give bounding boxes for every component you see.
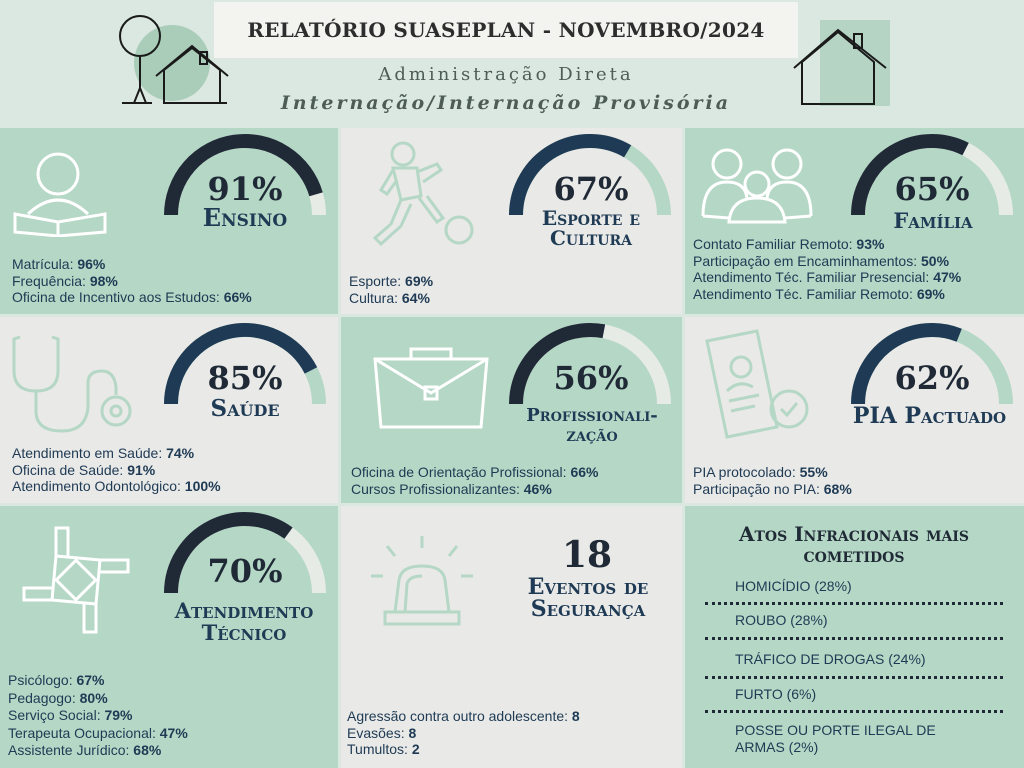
list-item: Matrícula: 96%: [12, 256, 106, 272]
list-item: Cursos Profissionalizantes: 46%: [351, 480, 552, 497]
report-title-box: RELATÓRIO SUASEPLAN - NOVEMBRO/2024: [214, 2, 798, 58]
card-eventos-seguranca: 18 Eventos de Segurança Agressão contra …: [341, 506, 682, 768]
percent-profissionalizacao: 56%: [553, 359, 629, 397]
percent-familia: 65%: [894, 170, 970, 208]
alarm-siren-icon: [371, 536, 473, 626]
card-esporte-cultura: 67% Esporte e Cultura Esporte: 69% Cultu…: [341, 128, 682, 314]
card-atendimento-tecnico: 70% Atendimento Técnico Psicólogo: 67% P…: [0, 506, 338, 768]
security-label-line1: Eventos de: [527, 574, 649, 600]
category-saude: Saúde: [210, 395, 280, 422]
list-item: Terapeuta Ocupacional: 47%: [8, 724, 188, 741]
category-esporte-cultura: Esporte e Cultura: [541, 206, 641, 250]
list-item: Participação no PIA: 68%: [693, 480, 852, 497]
items-familia: Contato Familiar Remoto: 93% Participaçã…: [693, 236, 961, 302]
list-item: Esporte: 69%: [349, 273, 434, 289]
list-item: Contato Familiar Remoto: 93%: [693, 236, 885, 252]
soccer-player-icon: [372, 141, 474, 247]
atos-title-line1: Atos Infracionais mais: [739, 522, 969, 546]
card-atos-infracionais: Atos Infracionais mais cometidos HOMICÍD…: [685, 506, 1024, 768]
list-item: Frequência: 98%: [12, 272, 118, 289]
list-item: Oficina de Orientação Profissional: 66%: [351, 464, 599, 480]
items-ensino: Matrícula: 96% Frequência: 98% Oficina d…: [12, 256, 252, 306]
divider: [705, 602, 1003, 605]
category-profissionalizacao-line1: Profissionali-: [526, 405, 658, 426]
list-item: Participação em Encaminhamentos: 50%: [693, 252, 950, 269]
list-item: Psicólogo: 67%: [8, 672, 105, 688]
list-item: TRÁFICO DE DROGAS (24%): [735, 651, 926, 667]
family-icon: [701, 148, 813, 224]
joined-hands-icon: [22, 526, 130, 634]
list-item: FURTO (6%): [735, 686, 817, 702]
card-profissionalizacao: 56% Profissionali- zação Oficina de Orie…: [341, 317, 682, 503]
percent-atendimento-tecnico: 70%: [207, 552, 283, 590]
category-pia-pactuado: PIA Pactuado: [852, 403, 1007, 429]
list-item: Agressão contra outro adolescente: 8: [347, 708, 580, 724]
divider: [705, 637, 1003, 640]
list-item: HOMICÍDIO (28%): [735, 578, 852, 594]
list-item: Assistente Jurídico: 68%: [8, 742, 162, 758]
list-item: Pedagogo: 80%: [8, 689, 108, 706]
gauge-profissionalizacao: [509, 323, 671, 405]
list-item: ROUBO (28%): [735, 612, 828, 628]
card-saude: 85% Saúde Atendimento em Saúde: 74% Ofic…: [0, 317, 338, 503]
list-item: Atendimento Odontológico: 100%: [12, 478, 221, 494]
list-item: Oficina de Saúde: 91%: [12, 461, 156, 478]
category-profissionalizacao-line2: zação: [566, 425, 618, 446]
divider: [705, 676, 1003, 679]
gauge-familia: [851, 134, 1013, 216]
reading-person-icon: [13, 152, 107, 237]
items-pia-pactuado: PIA protocolado: 55% Participação no PIA…: [693, 464, 852, 497]
percent-ensino: 91%: [207, 170, 283, 208]
list-item: Tumultos: 2: [347, 741, 420, 757]
report-subtitle-administration: Administração Direta: [378, 64, 634, 85]
security-label-line2: Segurança: [530, 596, 646, 622]
category-familia: Família: [893, 208, 973, 233]
atos-title: Atos Infracionais mais cometidos: [685, 524, 1023, 566]
gauge-ensino: [164, 134, 326, 216]
list-item: Evasões: 8: [347, 724, 417, 741]
list-item: POSSE OU PORTE ILEGAL DE ARMAS (2%): [735, 722, 936, 755]
gauge-atendimento-tecnico: [164, 512, 326, 594]
divider: [705, 710, 1003, 713]
report-subtitle-internment: Internação/Internação Provisória: [280, 92, 732, 114]
percent-pia-pactuado: 62%: [894, 359, 970, 397]
items-esporte-cultura: Esporte: 69% Cultura: 64%: [349, 273, 433, 306]
list-item: Cultura: 64%: [349, 289, 430, 306]
report-title: RELATÓRIO SUASEPLAN - NOVEMBRO/2024: [247, 18, 765, 42]
house-icon: [793, 20, 890, 106]
atos-title-line2: cometidos: [803, 543, 905, 567]
gauge-esporte-cultura: [509, 134, 671, 216]
items-saude: Atendimento em Saúde: 74% Oficina de Saú…: [12, 445, 221, 495]
items-profissionalizacao: Oficina de Orientação Profissional: 66% …: [351, 464, 598, 497]
category-ensino: Ensino: [202, 203, 288, 232]
list-item: Atendimento Téc. Familiar Presencial: 47…: [693, 269, 962, 285]
list-item: Atendimento em Saúde: 74%: [12, 445, 195, 461]
category-atendimento-tecnico-line1: Atendimento: [174, 598, 314, 623]
percent-esporte-cultura: 67%: [553, 170, 629, 208]
briefcase-icon: [373, 347, 489, 429]
items-atendimento-tecnico: Psicólogo: 67% Pedagogo: 80% Serviço Soc…: [8, 672, 188, 760]
header: RELATÓRIO SUASEPLAN - NOVEMBRO/2024 Admi…: [0, 0, 1024, 126]
list-item: Oficina de Incentivo aos Estudos: 66%: [12, 289, 252, 305]
gauge-saude: [164, 323, 326, 405]
security-count: 18: [561, 534, 613, 576]
card-ensino: 91% Ensino Matrícula: 96% Frequência: 98…: [0, 128, 338, 314]
category-atendimento-tecnico-line2: Técnico: [201, 620, 287, 645]
list-item: Serviço Social: 79%: [8, 707, 133, 723]
list-item: Atendimento Téc. Familiar Remoto: 69%: [693, 285, 945, 302]
card-familia: 65% Família Contato Familiar Remoto: 93%…: [685, 128, 1024, 314]
percent-saude: 85%: [207, 359, 283, 397]
stethoscope-icon: [12, 335, 132, 433]
list-item: PIA protocolado: 55%: [693, 464, 828, 480]
card-pia-pactuado: 62% PIA Pactuado PIA protocolado: 55% Pa…: [685, 317, 1024, 503]
gauge-pia-pactuado: [851, 323, 1013, 405]
tree-house-icon: [119, 15, 229, 104]
document-approved-icon: [705, 329, 809, 439]
items-eventos-seguranca: Agressão contra outro adolescente: 8 Eva…: [347, 708, 580, 758]
